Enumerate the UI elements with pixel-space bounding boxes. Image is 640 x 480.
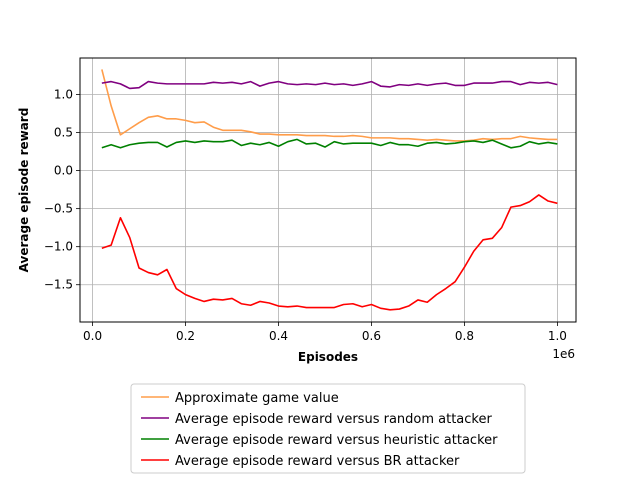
x-tick-label: 0.2	[176, 329, 195, 343]
series-lines	[101, 69, 558, 311]
legend-label: Average episode reward versus BR attacke…	[175, 454, 460, 469]
y-tick-label: −1.0	[44, 240, 73, 254]
y-axis-title: Average episode reward	[17, 108, 31, 273]
y-tick-label: 0.5	[54, 126, 73, 140]
legend-label: Average episode reward versus heuristic …	[175, 433, 498, 448]
y-tick-label: 0.0	[54, 164, 73, 178]
legend: Approximate game value Average episode re…	[130, 383, 526, 474]
series-line-0	[101, 69, 558, 142]
series-line-3	[101, 194, 558, 311]
legend-label: Approximate game value	[175, 391, 339, 406]
x-axis-title: Episodes	[298, 350, 358, 364]
plot-area-frame	[79, 57, 577, 323]
y-tick-label: −1.5	[44, 278, 73, 292]
x-tick-label: 1.0	[548, 329, 567, 343]
series-line-1	[101, 80, 558, 90]
y-tick-label: −0.5	[44, 202, 73, 216]
x-tick-label: 0.4	[269, 329, 288, 343]
legend-label: Average episode reward versus random att…	[175, 412, 492, 427]
y-tick-label: 1.0	[54, 88, 73, 102]
grid-lines	[80, 58, 576, 322]
series-line-2	[101, 138, 558, 149]
x-axis-offset-text: 1e6	[552, 347, 575, 361]
x-tick-label: 0.6	[362, 329, 381, 343]
legend-frame	[130, 383, 526, 474]
x-tick-label: 0.8	[455, 329, 474, 343]
x-tick-label: 0.0	[83, 329, 102, 343]
axis-ticks: 0.0 0.2 0.4 0.6 0.8 1.0 1.0 0.5 0.0 −0.5 −1.0 −1.5	[44, 88, 567, 343]
